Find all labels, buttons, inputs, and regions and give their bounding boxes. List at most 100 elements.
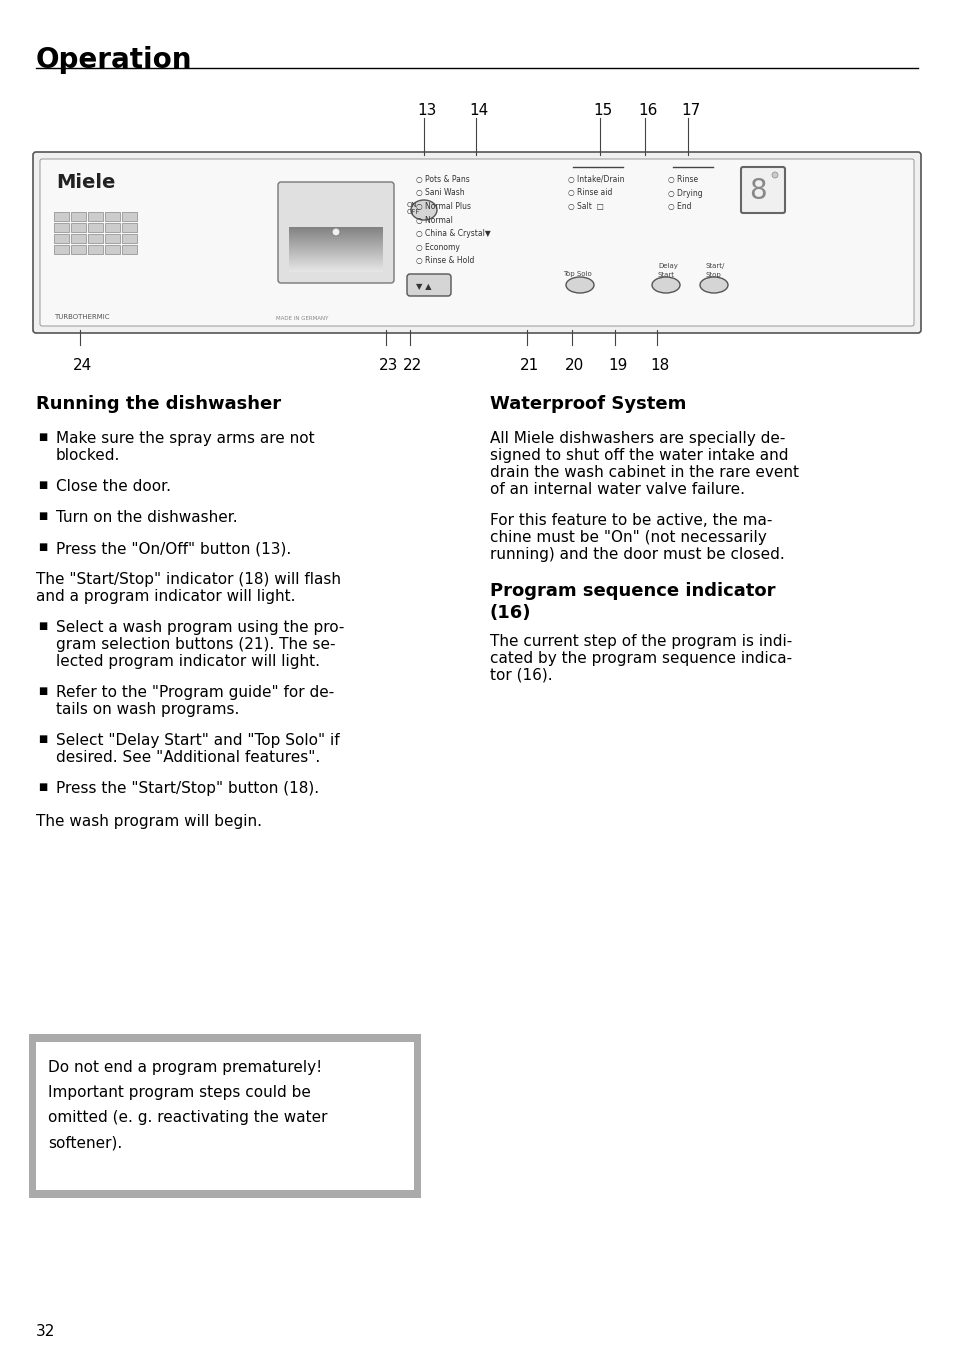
Bar: [71, 234, 86, 243]
Text: running) and the door must be closed.: running) and the door must be closed.: [490, 548, 784, 562]
FancyBboxPatch shape: [277, 183, 394, 283]
Bar: [105, 234, 120, 243]
Bar: [88, 234, 103, 243]
FancyBboxPatch shape: [33, 151, 920, 333]
Text: softener).: softener).: [48, 1134, 122, 1151]
Text: 20: 20: [564, 358, 583, 373]
Text: ○ Rinse & Hold: ○ Rinse & Hold: [416, 256, 474, 265]
Text: omitted (e. g. reactivating the water: omitted (e. g. reactivating the water: [48, 1110, 327, 1125]
Text: drain the wash cabinet in the rare event: drain the wash cabinet in the rare event: [490, 465, 799, 480]
Circle shape: [771, 172, 778, 178]
Circle shape: [332, 228, 339, 237]
Text: ○ Intake/Drain: ○ Intake/Drain: [567, 174, 624, 184]
Bar: [88, 245, 103, 254]
Text: Select a wash program using the pro-: Select a wash program using the pro-: [56, 621, 344, 635]
Text: ■: ■: [38, 685, 48, 696]
Text: Close the door.: Close the door.: [56, 479, 171, 493]
Text: signed to shut off the water intake and: signed to shut off the water intake and: [490, 448, 788, 462]
Text: Press the "On/Off" button (13).: Press the "On/Off" button (13).: [56, 541, 291, 556]
FancyBboxPatch shape: [407, 274, 451, 296]
Text: Important program steps could be: Important program steps could be: [48, 1086, 311, 1101]
Text: ○ Salt  □: ○ Salt □: [567, 201, 603, 211]
Text: Start: Start: [658, 272, 675, 279]
Text: 16: 16: [638, 103, 657, 118]
Text: ■: ■: [38, 480, 48, 489]
Text: lected program indicator will light.: lected program indicator will light.: [56, 654, 319, 669]
Text: ■: ■: [38, 781, 48, 792]
Ellipse shape: [565, 277, 594, 293]
Text: ○ Rinse aid: ○ Rinse aid: [567, 188, 612, 197]
Bar: [88, 223, 103, 233]
Text: Stop: Stop: [705, 272, 721, 279]
Bar: [122, 212, 137, 220]
Text: 21: 21: [519, 358, 538, 373]
Text: ○ Normal: ○ Normal: [416, 215, 453, 224]
Text: tor (16).: tor (16).: [490, 668, 552, 683]
Text: OFF: OFF: [407, 210, 420, 215]
Bar: [122, 245, 137, 254]
Text: gram selection buttons (21). The se-: gram selection buttons (21). The se-: [56, 637, 335, 652]
Ellipse shape: [700, 277, 727, 293]
Text: ■: ■: [38, 542, 48, 552]
Bar: [105, 212, 120, 220]
Text: 32: 32: [36, 1324, 55, 1338]
Text: Miele: Miele: [56, 173, 115, 192]
Text: 24: 24: [73, 358, 92, 373]
Text: 19: 19: [607, 358, 627, 373]
Text: The wash program will begin.: The wash program will begin.: [36, 814, 262, 829]
Text: 13: 13: [416, 103, 436, 118]
Text: ON: ON: [407, 201, 417, 208]
Text: ○ Rinse: ○ Rinse: [667, 174, 698, 184]
Text: TURBOTHERMIC: TURBOTHERMIC: [54, 314, 110, 320]
Text: The current step of the program is indi-: The current step of the program is indi-: [490, 634, 791, 649]
Text: and a program indicator will light.: and a program indicator will light.: [36, 589, 295, 604]
Text: of an internal water valve failure.: of an internal water valve failure.: [490, 483, 744, 498]
Bar: [54, 223, 69, 233]
Text: ▼ ▲: ▼ ▲: [416, 283, 431, 291]
Text: Top Solo: Top Solo: [562, 270, 591, 277]
Bar: [36, 1042, 414, 1190]
Text: Program sequence indicator: Program sequence indicator: [490, 581, 775, 600]
Text: Select "Delay Start" and "Top Solo" if: Select "Delay Start" and "Top Solo" if: [56, 733, 339, 748]
Text: ○ Economy: ○ Economy: [416, 242, 459, 251]
Text: Refer to the "Program guide" for de-: Refer to the "Program guide" for de-: [56, 685, 334, 700]
Ellipse shape: [651, 277, 679, 293]
Text: Do not end a program prematurely!: Do not end a program prematurely!: [48, 1060, 322, 1075]
Text: 8: 8: [748, 177, 766, 206]
Text: tails on wash programs.: tails on wash programs.: [56, 702, 239, 717]
Text: 23: 23: [378, 358, 398, 373]
Text: MADE IN GERMANY: MADE IN GERMANY: [275, 316, 328, 320]
Text: Delay: Delay: [658, 264, 678, 269]
Bar: [29, 1034, 420, 1198]
FancyBboxPatch shape: [40, 160, 913, 326]
Bar: [54, 234, 69, 243]
Text: ■: ■: [38, 621, 48, 631]
Text: ○ China & Crystal▼: ○ China & Crystal▼: [416, 228, 490, 238]
Text: 22: 22: [402, 358, 422, 373]
Text: cated by the program sequence indica-: cated by the program sequence indica-: [490, 652, 791, 667]
Text: ○ Drying: ○ Drying: [667, 188, 702, 197]
Text: Waterproof System: Waterproof System: [490, 395, 685, 412]
Text: (16): (16): [490, 604, 531, 622]
Text: Press the "Start/Stop" button (18).: Press the "Start/Stop" button (18).: [56, 781, 319, 796]
Bar: [122, 223, 137, 233]
Text: desired. See "Additional features".: desired. See "Additional features".: [56, 750, 320, 765]
Text: The "Start/Stop" indicator (18) will flash: The "Start/Stop" indicator (18) will fla…: [36, 572, 340, 587]
Text: ○ Normal Plus: ○ Normal Plus: [416, 201, 471, 211]
Text: All Miele dishwashers are specially de-: All Miele dishwashers are specially de-: [490, 431, 784, 446]
Bar: [105, 245, 120, 254]
Text: blocked.: blocked.: [56, 448, 120, 462]
Bar: [54, 245, 69, 254]
Bar: [71, 223, 86, 233]
Text: 15: 15: [593, 103, 612, 118]
Text: Turn on the dishwasher.: Turn on the dishwasher.: [56, 510, 237, 525]
Bar: [122, 234, 137, 243]
Text: 14: 14: [469, 103, 488, 118]
Bar: [88, 212, 103, 220]
Text: Make sure the spray arms are not: Make sure the spray arms are not: [56, 431, 314, 446]
Text: ○ Sani Wash: ○ Sani Wash: [416, 188, 464, 197]
Text: For this feature to be active, the ma-: For this feature to be active, the ma-: [490, 512, 772, 529]
Text: chine must be "On" (not necessarily: chine must be "On" (not necessarily: [490, 530, 766, 545]
Text: 18: 18: [649, 358, 669, 373]
Bar: [54, 212, 69, 220]
